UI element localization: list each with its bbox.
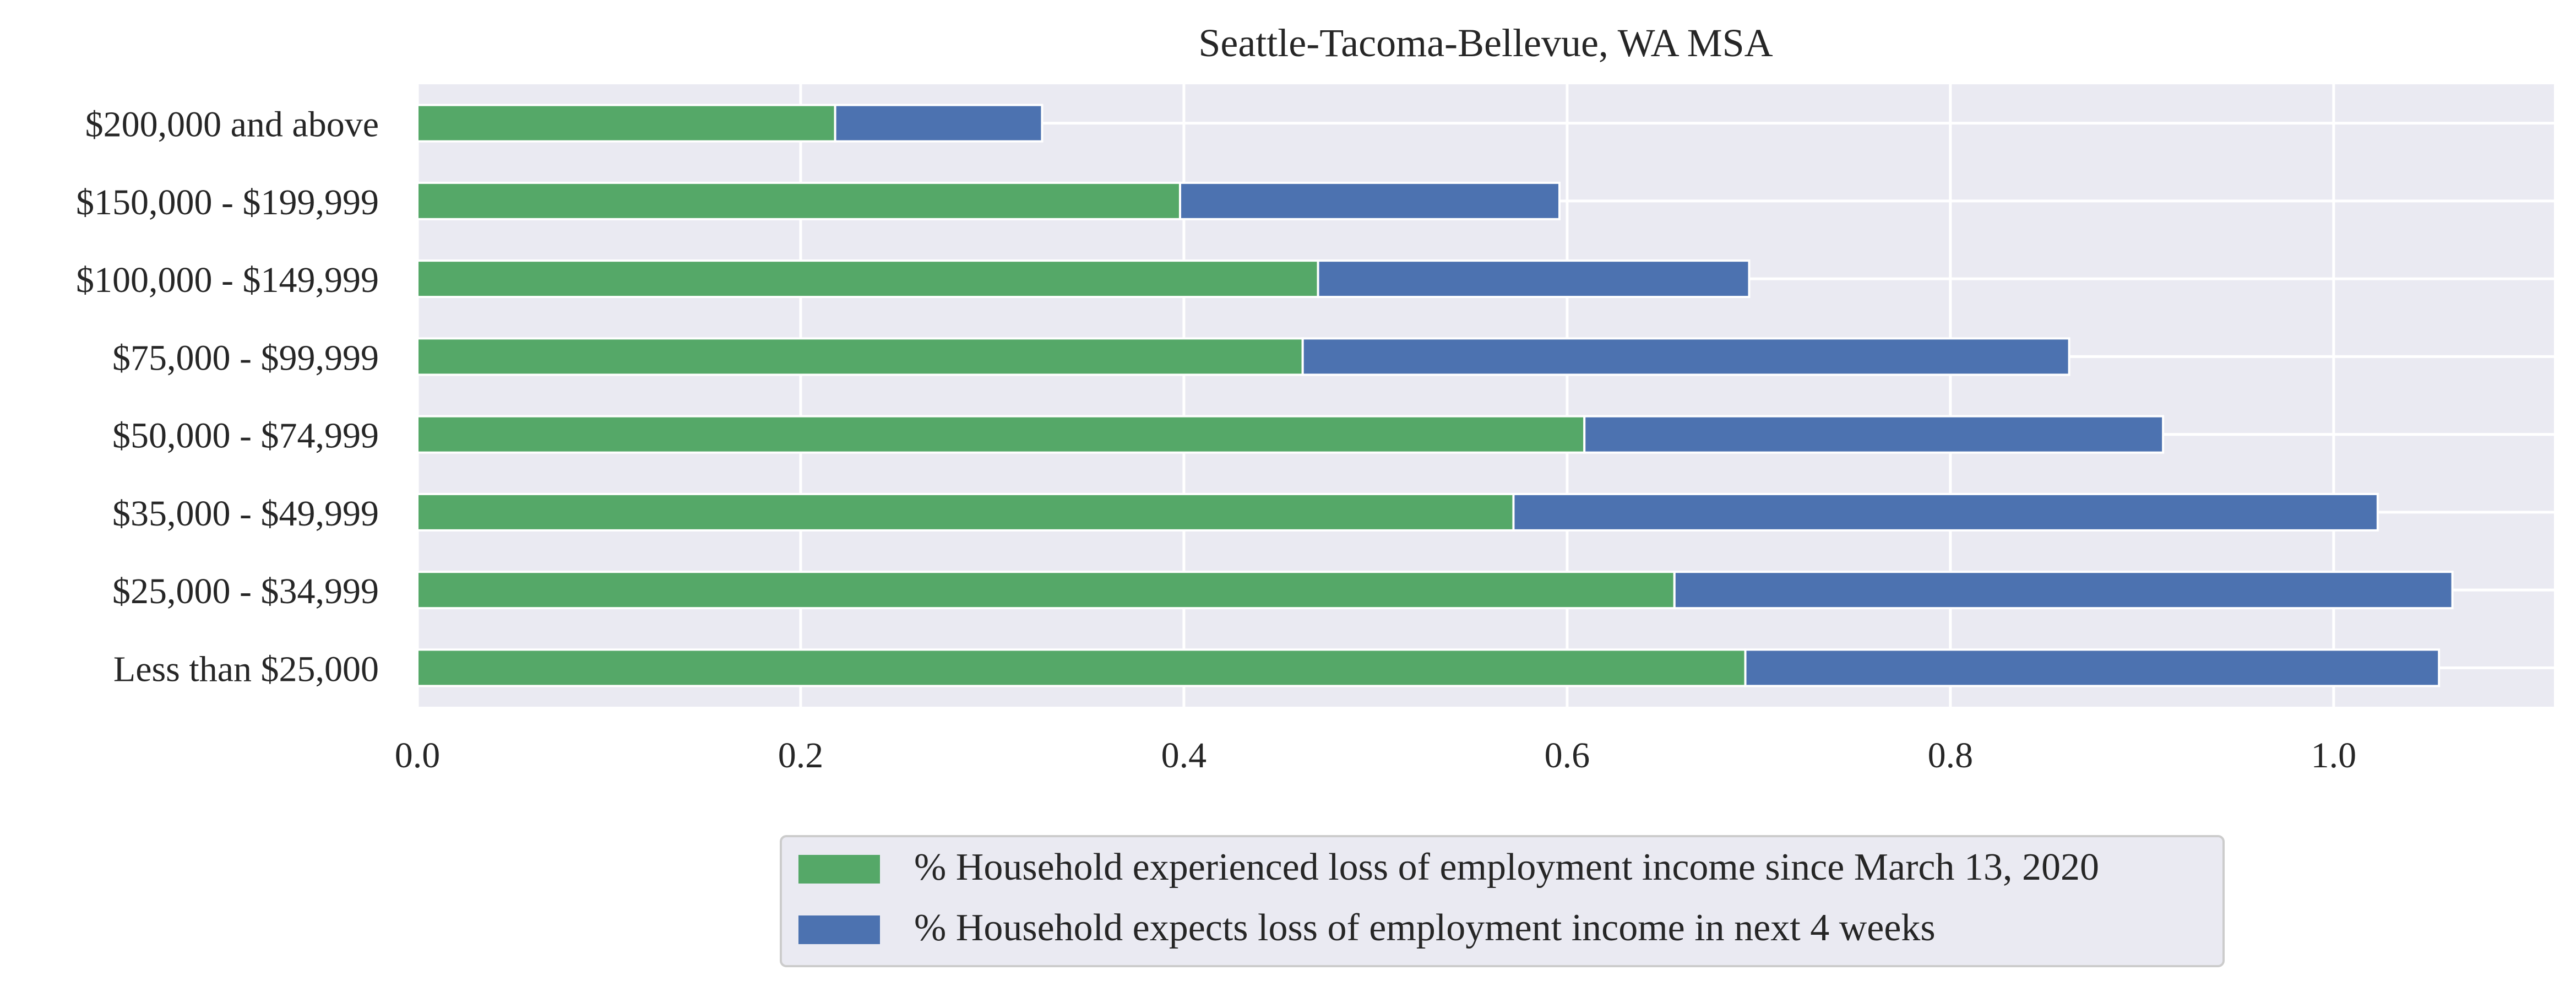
y-category-label: $150,000 - $199,999 bbox=[76, 182, 379, 223]
bar-expects-loss bbox=[1583, 415, 2165, 454]
bar-expects-loss bbox=[1317, 259, 1751, 299]
y-category-label: $50,000 - $74,999 bbox=[112, 416, 379, 456]
bar-expects-loss bbox=[1673, 571, 2454, 610]
bar-expects-loss bbox=[1744, 648, 2441, 687]
legend-label-experienced-loss: % Household experienced loss of employme… bbox=[914, 846, 2099, 888]
bar-experienced-loss bbox=[416, 337, 1304, 376]
y-category-label: $200,000 and above bbox=[85, 105, 379, 145]
bar-experienced-loss bbox=[416, 104, 836, 143]
bar-expects-loss bbox=[1512, 492, 2379, 532]
legend-swatch-experienced-loss bbox=[798, 855, 880, 884]
x-tick-label: 0.8 bbox=[1928, 735, 1974, 776]
plot-background bbox=[417, 84, 2554, 707]
legend-box bbox=[780, 835, 2225, 967]
x-tick-label: 0.2 bbox=[778, 735, 824, 776]
y-axis-labels: $200,000 and above $150,000 - $199,999 $10… bbox=[76, 105, 379, 690]
bar-experienced-loss bbox=[416, 571, 1676, 610]
bar-expects-loss bbox=[1301, 337, 2070, 376]
x-tick-label: 0.4 bbox=[1161, 735, 1207, 776]
bar-expects-loss bbox=[1178, 181, 1561, 220]
y-category-label: $35,000 - $49,999 bbox=[112, 494, 379, 534]
chart-title: Seattle-Tacoma-Bellevue, WA MSA bbox=[1198, 21, 1773, 65]
x-tick-label: 0.0 bbox=[395, 735, 441, 776]
legend-swatch-expects-loss bbox=[798, 915, 880, 944]
y-category-label: $25,000 - $34,999 bbox=[112, 571, 379, 611]
x-tick-label: 1.0 bbox=[2311, 735, 2357, 776]
legend-label-expects-loss: % Household expects loss of employment i… bbox=[914, 907, 1936, 949]
y-category-label: Less than $25,000 bbox=[113, 649, 379, 689]
y-category-label: $75,000 - $99,999 bbox=[112, 338, 379, 378]
bars bbox=[416, 104, 2454, 687]
bar-experienced-loss bbox=[416, 648, 1747, 687]
bar-experienced-loss bbox=[416, 492, 1515, 532]
x-axis-tick-labels: 0.0 0.2 0.4 0.6 0.8 1.0 bbox=[395, 735, 2356, 776]
legend: % Household experienced loss of employme… bbox=[780, 835, 2225, 967]
x-tick-label: 0.6 bbox=[1545, 735, 1590, 776]
bar-experienced-loss bbox=[416, 259, 1319, 299]
bar-expects-loss bbox=[834, 104, 1044, 143]
bar-experienced-loss bbox=[416, 181, 1181, 220]
bar-experienced-loss bbox=[416, 415, 1586, 454]
y-category-label: $100,000 - $149,999 bbox=[76, 260, 379, 300]
